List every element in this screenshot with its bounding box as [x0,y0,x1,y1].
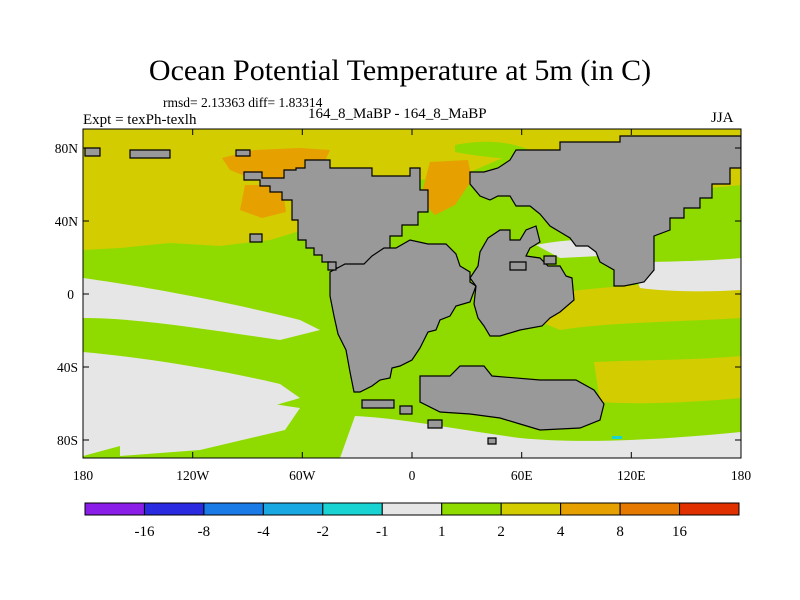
x-tick-label: 120W [176,468,209,483]
colorbar-label: -2 [317,524,330,540]
colorbar-swatch [679,502,740,516]
land-greenland-bits [129,149,171,159]
land-antarctica-east [419,365,605,431]
land-south-america [329,239,477,393]
field-band-4-8-atlantic [240,185,286,218]
field-band-2-4-se [594,356,741,404]
land-island-h [327,261,337,271]
land-island-a [249,233,263,243]
difference-label: 164_8_MaBP - 164_8_MaBP [308,106,487,122]
axis-ticks [82,129,742,458]
colorbar-label: -1 [376,524,389,540]
field-near-zero-east [630,258,741,292]
colorbar-swatch [381,502,443,516]
land-masses [84,135,741,445]
colorbar-swatch [560,502,621,516]
colorbar-swatch [143,502,205,516]
y-tick-label: 80S [57,433,78,448]
field-band-neg-2-1 [612,436,622,439]
y-tick-label: 80N [55,141,79,156]
map-title: Ocean Potential Temperature at 5m (in C) [148,54,652,87]
x-tick-label: 0 [409,468,416,483]
land-arctic-bits [235,149,251,157]
colorbar-swatch [262,502,324,516]
colorbar-label: -16 [134,524,154,540]
colorbar [84,502,740,516]
land-eurasia [469,135,741,287]
colorbar-label: -4 [257,524,270,540]
colorbar-swatch [500,502,562,516]
map-field [83,129,741,458]
colorbar-swatch [203,502,264,516]
field-near-zero-sw2 [120,392,300,456]
land-island-c [399,405,413,415]
season-label: JJA [711,110,734,126]
rmsd-diff-stats: rmsd= 2.13363 diff= 1.83314 [163,95,323,110]
y-tick-label: 40N [55,214,79,229]
field-band-1-2-arctic [455,141,530,160]
land-africa [469,225,575,337]
land-island-e [487,437,497,445]
x-tick-label: 60E [511,468,533,483]
land-island-d [427,419,443,429]
land-island-f [509,261,527,271]
colorbar-label: 16 [672,524,688,540]
colorbar-swatch [84,502,145,516]
colorbar-swatch [619,502,681,516]
colorbar-label: 8 [616,524,624,540]
x-tick-label: 120E [617,468,646,483]
colorbar-label: 2 [497,524,505,540]
field-band-4-8-mid [420,160,472,215]
colorbar-label: 1 [438,524,446,540]
x-tick-label: 60W [289,468,316,483]
land-greenland-bits2 [84,147,101,157]
x-tick-label: 180 [731,468,752,483]
colorbar-swatch [441,502,502,516]
colorbar-swatch [322,502,383,516]
x-tick-label: 180 [73,468,94,483]
field-near-zero-west [83,278,320,340]
land-island-g [543,255,557,265]
y-tick-label: 0 [67,287,74,302]
y-tick-label: 40S [57,360,78,375]
colorbar-label: -8 [198,524,211,540]
land-island-b [361,399,395,409]
experiment-label: Expt = texPh-texlh [83,112,197,128]
colorbar-label: 4 [557,524,565,540]
